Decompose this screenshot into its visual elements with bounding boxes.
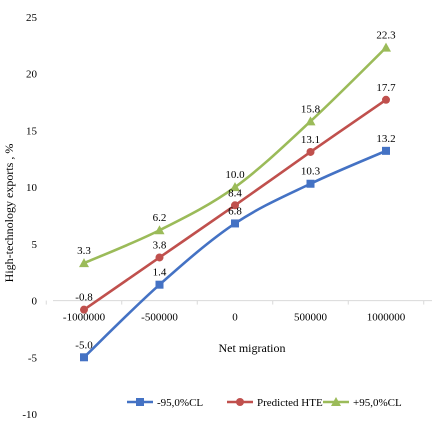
y-axis-title: High-technology exports , %: [2, 144, 16, 283]
series-line-lower-cl: [83, 149, 387, 359]
y-tick-label: 20: [26, 69, 38, 81]
data-point-lower-cl: [231, 219, 239, 228]
data-point-predicted-hte: [306, 147, 315, 156]
x-axis-title: Net migration: [219, 341, 286, 355]
legend-marker-upper-cl: [331, 397, 341, 406]
data-point-upper-cl: [381, 42, 391, 52]
x-tick-label: -500000: [141, 312, 178, 324]
data-label-predicted-hte: 8.4: [228, 187, 242, 199]
x-axis-ticks: -1000000 -500000 0 500000 1000000: [45, 300, 425, 324]
legend-item-predicted-hte: Predicted HTE: [227, 397, 323, 409]
legend-label-predicted-hte: Predicted HTE: [257, 397, 323, 409]
legend-label-upper-cl: +95,0%CL: [353, 397, 402, 409]
data-point-lower-cl: [306, 179, 315, 188]
series-predicted-hte: [80, 95, 390, 314]
data-point-lower-cl: [155, 280, 164, 289]
data-label-lower-cl: -5.0: [75, 339, 93, 351]
legend-marker-lower-cl: [136, 398, 144, 406]
y-tick-label: -5: [28, 352, 38, 364]
y-tick-label: 25: [26, 12, 38, 24]
data-label-lower-cl: 10.3: [301, 166, 321, 178]
series-layer: [79, 42, 391, 362]
legend-item-lower-cl: -95,0%CL: [127, 397, 203, 409]
series-upper-cl: [79, 42, 391, 268]
data-label-predicted-hte: -0.8: [75, 292, 93, 304]
data-label-predicted-hte: 17.7: [376, 82, 396, 94]
data-label-upper-cl: 15.8: [301, 103, 321, 115]
legend: -95,0%CL Predicted HTE +95,0%CL: [127, 397, 402, 409]
data-label-lower-cl: 6.8: [228, 205, 242, 217]
y-tick-label: 15: [26, 125, 38, 137]
data-label-predicted-hte: 3.8: [153, 239, 167, 251]
x-tick-label: 0: [232, 312, 238, 324]
data-point-predicted-hte: [80, 305, 88, 314]
series-line-upper-cl: [83, 46, 387, 265]
data-point-upper-cl: [79, 258, 89, 268]
data-label-lower-cl: 13.2: [376, 133, 395, 145]
x-tick-label: 1000000: [367, 312, 406, 324]
x-tick-label: 500000: [294, 312, 328, 324]
data-label-upper-cl: 6.2: [153, 212, 167, 224]
x-tick-label: -1000000: [63, 312, 106, 324]
legend-marker-predicted-hte: [236, 398, 244, 406]
data-label-lower-cl: 1.4: [153, 267, 167, 279]
data-label-predicted-hte: 13.1: [301, 134, 320, 146]
data-point-lower-cl: [80, 353, 88, 362]
data-point-lower-cl: [382, 146, 390, 155]
data-point-predicted-hte: [231, 201, 239, 210]
y-tick-label: -10: [22, 409, 37, 421]
data-point-predicted-hte: [382, 95, 390, 104]
y-axis-ticks: -10 -5 0 5 10 15 20 25: [22, 12, 37, 421]
data-point-upper-cl: [230, 182, 240, 192]
series-lower-cl: [80, 146, 390, 362]
data-point-upper-cl: [154, 225, 165, 235]
y-tick-label: 5: [32, 239, 38, 251]
y-tick-label: 10: [26, 182, 38, 194]
data-labels: -5.0 1.4 6.8 10.3 13.2 -0.8 3.8 8.4 13.1 17.7 3.3 6…: [75, 30, 396, 352]
legend-label-lower-cl: -95,0%CL: [157, 397, 203, 409]
y-tick-label: 0: [32, 296, 38, 308]
data-point-predicted-hte: [155, 253, 164, 262]
data-point-upper-cl: [305, 116, 316, 126]
data-label-upper-cl: 3.3: [77, 245, 91, 257]
data-label-upper-cl: 10.0: [225, 169, 245, 181]
legend-item-upper-cl: +95,0%CL: [323, 397, 402, 409]
data-label-upper-cl: 22.3: [376, 30, 396, 42]
